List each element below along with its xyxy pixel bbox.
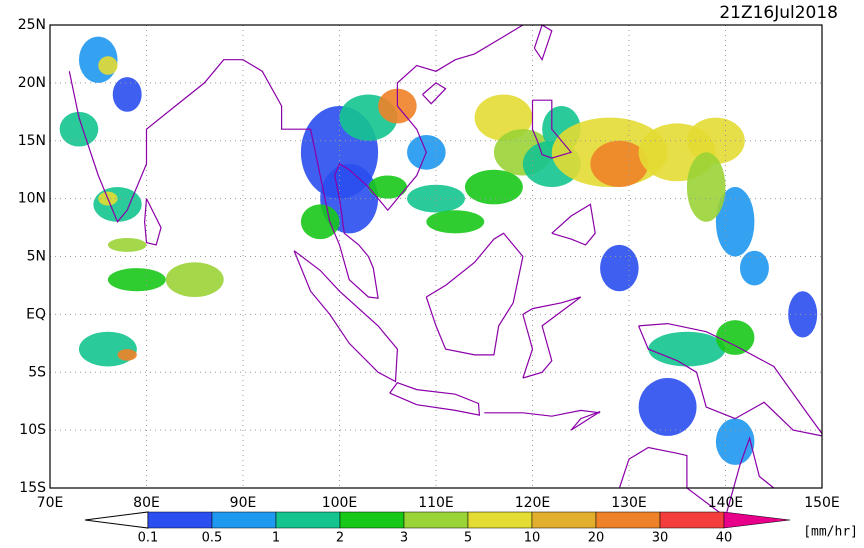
- rain-area: [715, 187, 755, 257]
- colorbar-segment: [147, 511, 213, 529]
- rain-area: [78, 331, 137, 367]
- rain-area: [117, 349, 137, 361]
- coastline: [551, 203, 596, 246]
- rain-area: [107, 268, 166, 292]
- colorbar-label: 1: [272, 531, 280, 545]
- colorbar-label: 0.5: [202, 531, 223, 545]
- rain-area: [165, 262, 224, 298]
- colorbar-label: 5: [464, 531, 472, 545]
- coastline: [143, 198, 162, 246]
- lon-label: 150E: [804, 495, 840, 511]
- rain-area: [300, 204, 340, 240]
- coastline: [522, 296, 582, 379]
- coastline: [389, 381, 481, 416]
- lat-label: 10S: [19, 422, 46, 438]
- lon-label: 90E: [230, 495, 257, 511]
- rain-area: [600, 244, 639, 292]
- colorbar-segment: [339, 511, 405, 529]
- colorbar-label: 3: [400, 531, 408, 545]
- colorbar-label: 40: [716, 531, 733, 545]
- colorbar-segment: [211, 511, 277, 529]
- lat-label: 25N: [18, 17, 46, 33]
- coastline: [638, 325, 823, 437]
- coastline: [531, 99, 573, 159]
- colorbar: 0.1 0.5 1 2 3 5 10 20 30 40 [mm/hr]: [84, 511, 858, 546]
- coastline: [293, 250, 399, 383]
- lon-label: 70E: [37, 495, 64, 511]
- rain-area: [464, 169, 523, 205]
- rain-area: [426, 210, 485, 234]
- lat-label: 15N: [18, 133, 46, 149]
- lon-label: 130E: [611, 495, 647, 511]
- lat-label: 15S: [19, 480, 46, 496]
- lat-label: 5S: [28, 364, 46, 380]
- colorbar-segment: [531, 511, 597, 529]
- coastline: [425, 232, 524, 356]
- rain-area: [686, 152, 726, 222]
- rain-area: [368, 175, 408, 199]
- coastline: [422, 82, 447, 105]
- lat-label: EQ: [26, 306, 46, 322]
- title: 21Z16Jul2018: [719, 3, 838, 23]
- lon-label: 120E: [515, 495, 551, 511]
- rain-area: [648, 331, 726, 367]
- colorbar-label: 20: [588, 531, 605, 545]
- rain-area: [112, 77, 142, 112]
- colorbar-label: 0.1: [138, 531, 159, 545]
- coastline: [484, 409, 601, 417]
- rain-area: [638, 378, 697, 436]
- coastline: [570, 411, 601, 431]
- colorbar-label: 10: [524, 531, 541, 545]
- colorbar-over: [723, 511, 791, 529]
- lon-label: 140E: [708, 495, 744, 511]
- colorbar-segment: [403, 511, 469, 529]
- lat-label: 5N: [27, 249, 46, 265]
- coastline: [68, 24, 524, 299]
- colorbar-segment: [595, 511, 661, 529]
- rain-area: [590, 140, 649, 188]
- lat-label: 20N: [18, 75, 46, 91]
- coastline: [533, 24, 553, 62]
- coastline: [638, 322, 823, 434]
- rain-area: [107, 237, 147, 252]
- rain-area: [788, 291, 818, 338]
- colorbar-segment: [275, 511, 341, 529]
- rain-area: [739, 250, 769, 286]
- rain-area: [474, 94, 533, 141]
- lon-label: 110E: [418, 495, 454, 511]
- coastlines: [68, 24, 823, 518]
- lat-label: 10N: [18, 191, 46, 207]
- precipitation: [59, 36, 818, 465]
- colorbar-unit: [mm/hr]: [803, 525, 858, 540]
- lon-label: 80E: [133, 495, 160, 511]
- colorbar-label: 30: [652, 531, 669, 545]
- colorbar-label: 2: [336, 531, 344, 545]
- map-frame: [49, 24, 823, 489]
- lon-label: 100E: [322, 495, 358, 511]
- rain-area: [98, 56, 118, 75]
- rain-area: [59, 111, 99, 147]
- rain-area: [715, 320, 755, 355]
- colorbar-segment: [659, 511, 725, 529]
- colorbar-segment: [467, 511, 533, 529]
